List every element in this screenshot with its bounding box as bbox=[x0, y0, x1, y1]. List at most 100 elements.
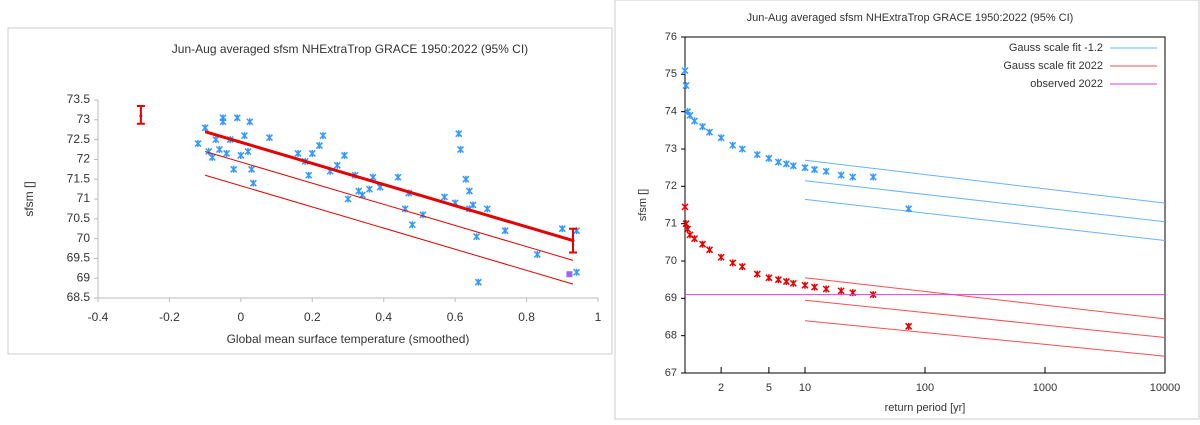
data-point bbox=[315, 142, 323, 150]
data-point bbox=[533, 250, 541, 258]
y-tick-label: 71.5 bbox=[67, 171, 91, 185]
data-point bbox=[753, 151, 761, 159]
data-point bbox=[717, 253, 725, 261]
data-point bbox=[774, 276, 782, 284]
y-axis-label: sfsm [] bbox=[637, 189, 649, 221]
x-tick-label: 0.4 bbox=[375, 310, 392, 324]
data-point bbox=[340, 151, 348, 159]
chart-title: Jun-Aug averaged sfsm NHExtraTrop GRACE … bbox=[747, 12, 1074, 24]
data-point bbox=[473, 233, 481, 241]
x-tick-label: 0.2 bbox=[304, 310, 321, 324]
y-tick-label: 72 bbox=[77, 152, 91, 166]
data-point bbox=[682, 82, 690, 90]
data-point bbox=[244, 147, 252, 156]
data-point bbox=[483, 205, 491, 213]
data-point bbox=[465, 187, 473, 195]
x-tick-label: 2 bbox=[718, 382, 724, 394]
x-tick-label: 10 bbox=[799, 382, 811, 394]
lower-bound-line bbox=[804, 320, 1166, 357]
data-point bbox=[248, 165, 256, 173]
y-tick-label: 68.5 bbox=[67, 290, 91, 304]
data-point bbox=[294, 149, 302, 157]
data-point bbox=[905, 322, 913, 330]
x-tick-label: -0.4 bbox=[88, 310, 109, 324]
data-point bbox=[573, 268, 581, 276]
y-tick-label: 74 bbox=[665, 106, 677, 118]
data-point bbox=[215, 145, 223, 154]
data-point bbox=[699, 240, 707, 248]
x-axis-label: Global mean surface temperature (smoothe… bbox=[227, 332, 470, 346]
data-point bbox=[837, 171, 845, 179]
data-point bbox=[246, 118, 254, 126]
data-point bbox=[469, 201, 477, 209]
data-point bbox=[681, 203, 689, 211]
data-point bbox=[223, 149, 231, 157]
data-point bbox=[394, 173, 402, 181]
fit-bound-line bbox=[205, 174, 574, 285]
y-tick-label: 69 bbox=[77, 270, 91, 284]
x-tick-label: -0.2 bbox=[159, 310, 180, 324]
data-point bbox=[455, 130, 463, 138]
data-point bbox=[765, 154, 773, 162]
error-bar-center bbox=[571, 239, 575, 243]
series-line bbox=[804, 299, 1166, 339]
chart-title: Jun-Aug averaged sfsm NHExtraTrop GRACE … bbox=[172, 42, 528, 56]
x-tick-label: 10000 bbox=[1150, 382, 1181, 394]
upper-bound-line bbox=[804, 159, 1166, 204]
data-point bbox=[705, 128, 714, 136]
y-tick-label: 73 bbox=[665, 143, 677, 155]
data-point bbox=[705, 246, 714, 254]
legend-label: Gauss scale fit -1.2 bbox=[1009, 42, 1103, 54]
data-point bbox=[474, 278, 482, 286]
data-point bbox=[717, 134, 725, 142]
y-tick-label: 70 bbox=[665, 255, 677, 267]
data-point bbox=[753, 270, 761, 278]
data-point bbox=[305, 171, 313, 179]
error-bar-center bbox=[139, 114, 143, 118]
data-point bbox=[822, 167, 830, 175]
x-tick-label: 0.6 bbox=[447, 310, 464, 324]
y-tick-label: 70 bbox=[77, 231, 91, 245]
y-tick-label: 67 bbox=[665, 367, 677, 379]
data-point bbox=[319, 132, 327, 140]
data-point bbox=[333, 161, 341, 169]
data-point bbox=[789, 279, 797, 287]
data-point bbox=[456, 145, 465, 154]
y-tick-label: 71 bbox=[77, 191, 91, 205]
data-point bbox=[837, 287, 845, 295]
data-point bbox=[782, 160, 790, 168]
data-point bbox=[686, 111, 694, 119]
data-point bbox=[729, 259, 737, 267]
y-tick-label: 68 bbox=[665, 330, 677, 342]
x-tick-label: 0 bbox=[238, 310, 245, 324]
x-tick-label: 1000 bbox=[1033, 382, 1057, 394]
x-axis-label: return period [yr] bbox=[885, 402, 966, 414]
x-tick-label: 0.8 bbox=[518, 310, 535, 324]
data-point bbox=[690, 235, 699, 243]
y-tick-label: 70.5 bbox=[67, 211, 91, 225]
series-line bbox=[804, 180, 1166, 223]
y-tick-label: 72.5 bbox=[67, 132, 91, 146]
data-point bbox=[408, 221, 416, 229]
data-point bbox=[344, 195, 352, 203]
data-point bbox=[201, 124, 209, 132]
left-panel bbox=[7, 27, 613, 355]
data-point bbox=[249, 179, 257, 187]
y-tick-label: 69.5 bbox=[67, 251, 91, 265]
data-point bbox=[440, 193, 448, 201]
data-point bbox=[233, 114, 241, 122]
data-point bbox=[682, 220, 690, 228]
data-point bbox=[738, 145, 746, 153]
upper-bound-line bbox=[804, 277, 1166, 320]
data-point bbox=[801, 164, 809, 172]
data-point bbox=[462, 175, 470, 183]
lower-bound-line bbox=[804, 198, 1166, 241]
data-point bbox=[230, 165, 238, 173]
data-point bbox=[789, 162, 797, 170]
data-point bbox=[681, 67, 689, 75]
y-tick-label: 69 bbox=[665, 292, 677, 304]
data-point bbox=[782, 278, 790, 286]
data-point bbox=[738, 263, 746, 271]
